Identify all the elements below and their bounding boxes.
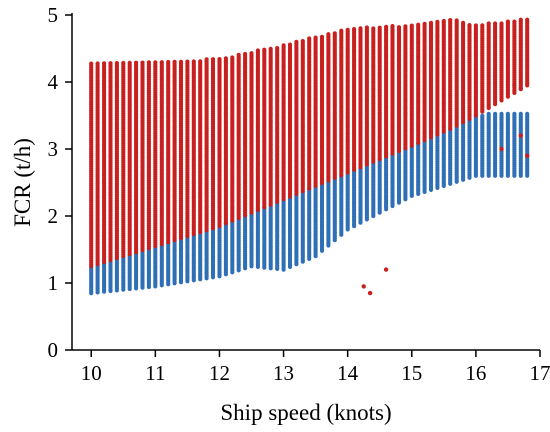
data-point xyxy=(121,60,126,66)
data-point xyxy=(268,46,273,52)
data-point xyxy=(198,59,203,64)
data-point xyxy=(102,61,107,66)
data-point xyxy=(140,60,145,65)
data-point xyxy=(275,46,280,51)
data-point xyxy=(499,111,504,116)
series-1 xyxy=(89,83,530,296)
data-point xyxy=(262,47,267,52)
data-point xyxy=(191,59,196,64)
data-point xyxy=(134,60,139,65)
data-point xyxy=(159,60,164,65)
data-point xyxy=(172,59,177,64)
data-point xyxy=(480,113,485,118)
data-point xyxy=(493,111,498,116)
data-point xyxy=(204,57,209,62)
data-point xyxy=(281,43,286,48)
data-point xyxy=(146,60,151,65)
data-point xyxy=(185,59,190,64)
data-point xyxy=(217,57,222,62)
data-point xyxy=(505,111,510,116)
data-point xyxy=(95,61,100,66)
data-point xyxy=(108,61,113,66)
data-point xyxy=(223,56,228,61)
data-point xyxy=(210,57,216,62)
data-point xyxy=(153,60,158,65)
data-point xyxy=(230,55,235,60)
data-point xyxy=(512,111,517,116)
data-point xyxy=(243,51,248,57)
data-point xyxy=(518,111,523,116)
data-point xyxy=(114,61,119,66)
data-point xyxy=(486,111,491,116)
data-points-layer xyxy=(89,17,530,296)
data-point xyxy=(178,59,184,64)
data-point xyxy=(89,61,94,66)
data-point xyxy=(249,51,254,56)
data-point xyxy=(255,48,260,53)
data-point xyxy=(127,60,132,65)
data-point xyxy=(236,52,241,57)
data-point xyxy=(166,59,171,65)
data-point xyxy=(525,111,530,116)
